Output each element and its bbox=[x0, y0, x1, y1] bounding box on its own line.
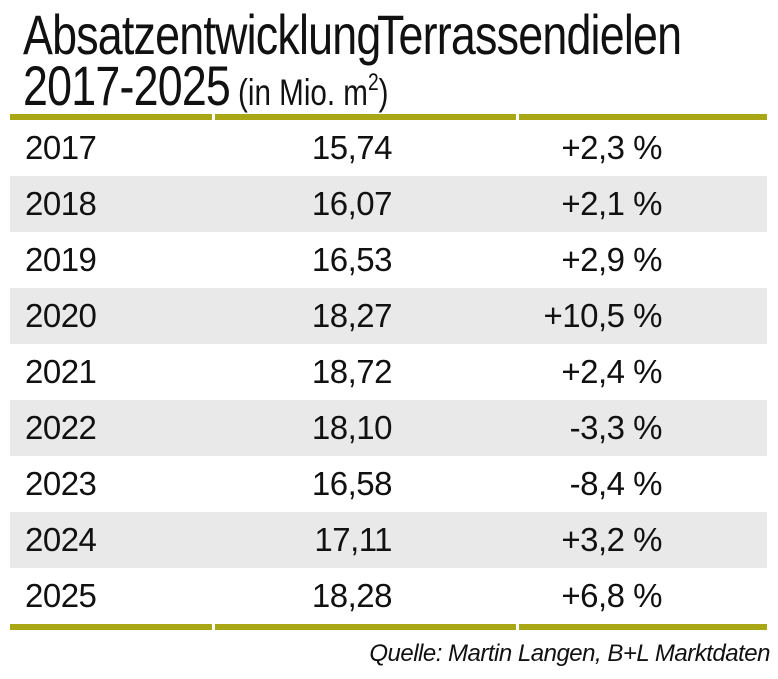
row-value: 16,53 bbox=[311, 241, 393, 278]
unit-prefix: (in Mio. m bbox=[238, 72, 368, 113]
table-row: 2022 18,10 -3,3 % bbox=[10, 400, 767, 456]
row-change: +2,3 % bbox=[561, 129, 662, 166]
source-credit: Quelle: Martin Langen, B+L Marktdaten bbox=[369, 640, 770, 667]
table-row: 2018 16,07 +2,1 % bbox=[10, 176, 767, 232]
row-value: 16,07 bbox=[311, 185, 393, 222]
table-row: 2025 18,28 +6,8 % bbox=[10, 568, 767, 624]
rule-segment bbox=[10, 624, 212, 630]
row-year: 2019 bbox=[25, 241, 97, 278]
unit-suffix: ) bbox=[378, 72, 389, 113]
row-value: 18,10 bbox=[311, 409, 393, 446]
table-row: 2023 16,58 -8,4 % bbox=[10, 456, 767, 512]
row-year: 2022 bbox=[25, 409, 97, 446]
table-row: 2024 17,11 +3,2 % bbox=[10, 512, 767, 568]
title-year-range: 2017-2025 bbox=[23, 54, 231, 117]
rule-segment bbox=[215, 624, 516, 630]
rule-segment bbox=[519, 624, 767, 630]
page-title-range: 2017-2025 (in Mio. m2) bbox=[23, 58, 627, 117]
row-value: 17,11 bbox=[314, 521, 392, 558]
rule-segment bbox=[10, 114, 212, 120]
data-table: 2017 15,74 +2,3 % 2018 16,07 +2,1 % 2019 16,53 +… bbox=[10, 120, 767, 624]
row-change: +2,4 % bbox=[561, 353, 662, 390]
row-change: +3,2 % bbox=[561, 521, 662, 558]
unit-superscript: 2 bbox=[367, 68, 379, 96]
row-change: +2,1 % bbox=[561, 185, 662, 222]
row-year: 2018 bbox=[25, 185, 97, 222]
row-change: +6,8 % bbox=[561, 577, 662, 614]
row-change: -3,3 % bbox=[569, 409, 663, 446]
table-row: 2017 15,74 +2,3 % bbox=[10, 120, 767, 176]
row-year: 2020 bbox=[25, 297, 97, 334]
table-row: 2021 18,72 +2,4 % bbox=[10, 344, 767, 400]
page-title: Absatzentwicklung Terrassendielen bbox=[23, 3, 682, 66]
table-row: 2020 18,27 +10,5 % bbox=[10, 288, 767, 344]
title-block: Absatzentwicklung Terrassendielen 2017-2… bbox=[0, 0, 778, 114]
row-year: 2025 bbox=[25, 577, 97, 614]
table-row: 2019 16,53 +2,9 % bbox=[10, 232, 767, 288]
rule-segment bbox=[215, 114, 516, 120]
row-value: 18,72 bbox=[311, 353, 393, 390]
row-year: 2021 bbox=[25, 353, 97, 390]
row-year: 2023 bbox=[25, 465, 97, 502]
title-unit: (in Mio. m2) bbox=[238, 68, 389, 113]
row-change: +10,5 % bbox=[543, 297, 662, 334]
rule-segment bbox=[519, 114, 767, 120]
row-year: 2024 bbox=[25, 521, 97, 558]
top-accent-rule bbox=[10, 114, 767, 120]
row-value: 18,27 bbox=[311, 297, 393, 334]
row-year: 2017 bbox=[25, 129, 97, 166]
row-change: -8,4 % bbox=[569, 465, 663, 502]
row-value: 16,58 bbox=[311, 465, 393, 502]
bottom-accent-rule bbox=[10, 624, 767, 630]
row-value: 18,28 bbox=[311, 577, 393, 614]
row-value: 15,74 bbox=[311, 129, 393, 166]
row-change: +2,9 % bbox=[561, 241, 662, 278]
